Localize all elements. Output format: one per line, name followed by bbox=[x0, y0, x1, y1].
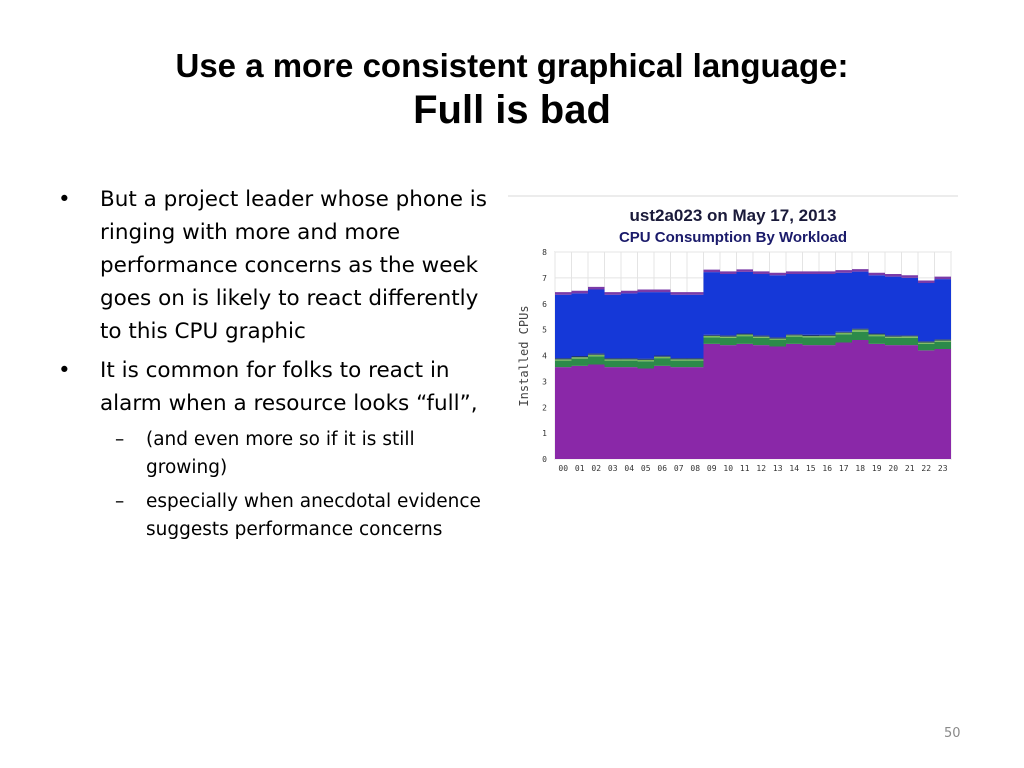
bullet-text: But a project leader whose phone is ring… bbox=[100, 187, 487, 344]
cpu-chart-svg: ust2a023 on May 17, 2013 CPU Consumption… bbox=[508, 194, 958, 479]
y-tick-label: 3 bbox=[542, 377, 547, 386]
x-tick-label: 05 bbox=[641, 464, 651, 473]
x-tick-label: 01 bbox=[575, 464, 585, 473]
subbullet-text: (and even more so if it is still growing… bbox=[146, 429, 415, 478]
y-tick-label: 7 bbox=[542, 274, 547, 283]
cpu-chart: ust2a023 on May 17, 2013 CPU Consumption… bbox=[508, 194, 958, 479]
x-tick-label: 03 bbox=[608, 464, 618, 473]
y-axis-label: Installed CPUs bbox=[517, 305, 531, 406]
x-tick-label: 10 bbox=[723, 464, 733, 473]
x-tick-label: 02 bbox=[591, 464, 601, 473]
bullet-list: • But a project leader whose phone is ri… bbox=[58, 183, 498, 550]
x-tick-label: 08 bbox=[690, 464, 700, 473]
subbullet-item: – (and even more so if it is still growi… bbox=[58, 426, 498, 482]
y-tick-label: 5 bbox=[542, 326, 547, 335]
bullet-item: • But a project leader whose phone is ri… bbox=[58, 183, 498, 348]
bullet-dot-icon: • bbox=[58, 187, 71, 212]
subbullet-item: – especially when anecdotal evidence sug… bbox=[58, 488, 498, 544]
x-tick-label: 19 bbox=[872, 464, 882, 473]
y-tick-label: 6 bbox=[542, 300, 547, 309]
subbullet-text: especially when anecdotal evidence sugge… bbox=[146, 491, 481, 540]
x-tick-label: 20 bbox=[888, 464, 898, 473]
x-tick-label: 11 bbox=[740, 464, 750, 473]
x-tick-label: 09 bbox=[707, 464, 717, 473]
bullet-text: It is common for folks to react in alarm… bbox=[100, 358, 478, 416]
x-tick-label: 07 bbox=[674, 464, 684, 473]
page-number: 50 bbox=[944, 726, 961, 741]
x-tick-label: 15 bbox=[806, 464, 816, 473]
bullet-dot-icon: • bbox=[58, 358, 71, 383]
y-tick-label: 4 bbox=[542, 352, 547, 361]
x-tick-label: 17 bbox=[839, 464, 849, 473]
x-tick-label: 21 bbox=[905, 464, 915, 473]
x-tick-label: 13 bbox=[773, 464, 783, 473]
y-tick-label: 8 bbox=[542, 248, 547, 257]
y-tick-label: 1 bbox=[542, 429, 547, 438]
dash-icon: – bbox=[115, 429, 125, 450]
dash-icon: – bbox=[115, 491, 125, 512]
x-tick-label: 12 bbox=[756, 464, 766, 473]
x-tick-label: 22 bbox=[921, 464, 931, 473]
bullet-item: • It is common for folks to react in ala… bbox=[58, 354, 498, 420]
title-line-2: Full is bad bbox=[413, 88, 611, 132]
chart-subtitle: CPU Consumption By Workload bbox=[619, 229, 847, 246]
series-area-4 bbox=[555, 271, 951, 359]
slide-title: Use a more consistent graphical language… bbox=[0, 46, 1024, 134]
chart-title: ust2a023 on May 17, 2013 bbox=[630, 206, 837, 225]
y-tick-label: 0 bbox=[542, 455, 547, 464]
x-tick-label: 18 bbox=[855, 464, 865, 473]
y-tick-label: 2 bbox=[542, 403, 547, 412]
x-tick-label: 14 bbox=[789, 464, 799, 473]
x-tick-label: 00 bbox=[558, 464, 568, 473]
x-tick-label: 16 bbox=[822, 464, 832, 473]
title-line-1: Use a more consistent graphical language… bbox=[175, 47, 849, 84]
x-tick-label: 23 bbox=[938, 464, 948, 473]
x-tick-label: 04 bbox=[624, 464, 634, 473]
series-area-0 bbox=[555, 339, 951, 459]
x-tick-label: 06 bbox=[657, 464, 667, 473]
